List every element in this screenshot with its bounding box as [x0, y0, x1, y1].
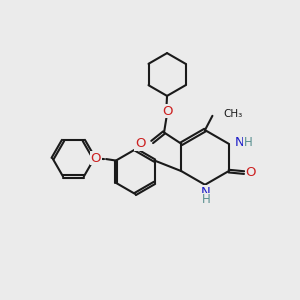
- Text: O: O: [245, 166, 256, 179]
- Text: H: H: [202, 193, 210, 206]
- Text: H: H: [244, 136, 252, 149]
- Text: N: N: [201, 186, 211, 199]
- Text: O: O: [91, 152, 101, 165]
- Text: O: O: [135, 137, 146, 150]
- Text: CH₃: CH₃: [224, 109, 243, 119]
- Text: O: O: [162, 105, 172, 118]
- Text: N: N: [235, 136, 244, 149]
